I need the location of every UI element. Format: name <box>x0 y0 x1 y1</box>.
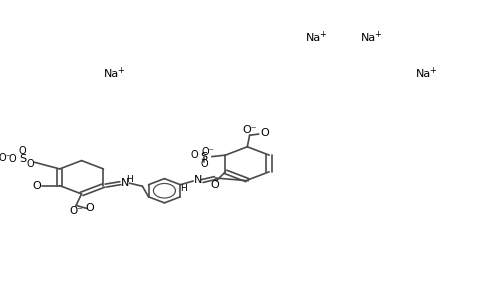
Text: H: H <box>126 175 133 184</box>
Text: +: + <box>318 30 325 39</box>
Text: O⁻: O⁻ <box>69 206 83 216</box>
Text: O⁻: O⁻ <box>242 125 256 136</box>
Text: +: + <box>428 66 435 75</box>
Text: Na: Na <box>360 33 375 43</box>
Text: O: O <box>190 151 198 160</box>
Text: O⁻: O⁻ <box>0 153 11 163</box>
Text: N: N <box>193 175 202 185</box>
Text: +: + <box>373 30 380 39</box>
Text: O: O <box>27 159 35 169</box>
Text: O: O <box>9 154 16 164</box>
Text: +: + <box>117 66 124 75</box>
Text: O: O <box>210 180 218 190</box>
Text: O: O <box>85 203 94 214</box>
Text: O: O <box>19 146 26 156</box>
Text: O: O <box>32 181 41 191</box>
Text: O: O <box>260 128 268 138</box>
Text: Na: Na <box>103 69 119 79</box>
Text: O⁻: O⁻ <box>201 147 213 157</box>
Text: N: N <box>121 178 129 188</box>
Text: Na: Na <box>415 69 430 79</box>
Text: H: H <box>180 184 187 193</box>
Text: Na: Na <box>305 33 320 43</box>
Text: S: S <box>19 154 26 164</box>
Text: S: S <box>200 152 207 162</box>
Text: O: O <box>200 159 207 169</box>
